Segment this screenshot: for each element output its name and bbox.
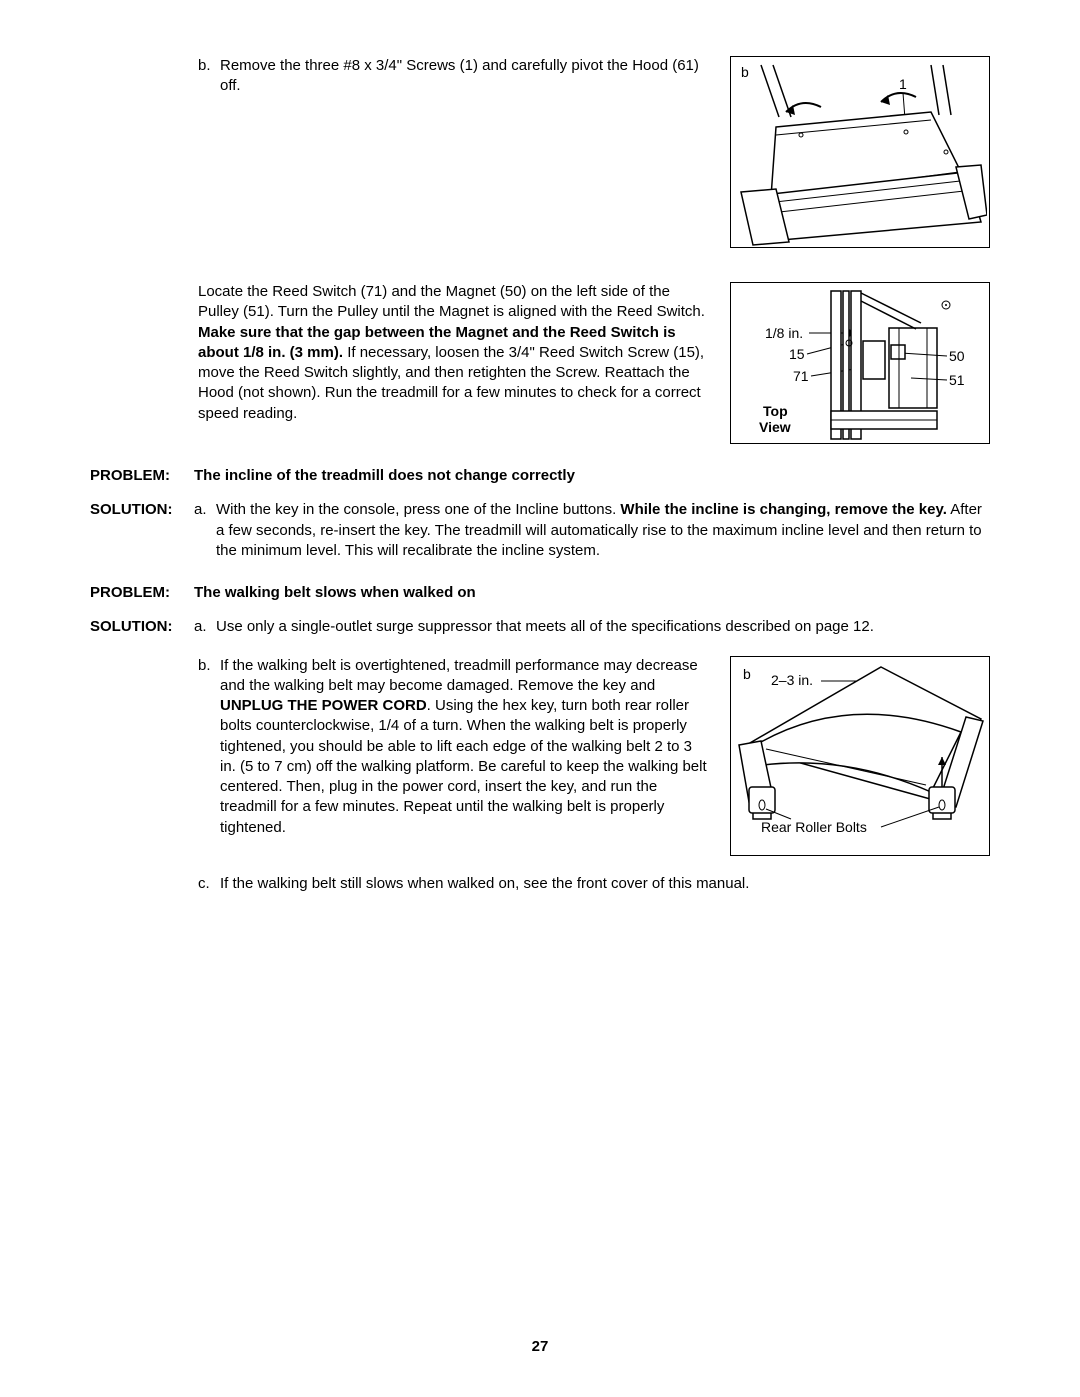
fig2-n71: 71 <box>793 368 809 384</box>
solution2-c-wrap: c. If the walking belt still slows when … <box>90 874 990 894</box>
fig2-gap: 1/8 in. <box>765 325 803 341</box>
sol2-b-before: If the walking belt is overtightened, tr… <box>220 657 698 694</box>
solution2-a-text: Use only a single-outlet surge suppresso… <box>216 617 990 637</box>
sol2-b-bold: UNPLUG THE POWER CORD <box>220 697 427 714</box>
reed-switch-paragraph: Locate the Reed Switch (71) and the Magn… <box>198 282 710 424</box>
figure-belt: b 2–3 in. Rear Roller Bolts <box>730 656 990 856</box>
step-b1: b. Remove the three #8 x 3/4" Screws (1)… <box>198 56 710 97</box>
problem1-text-bold: The incline of the treadmill does not ch… <box>194 467 575 484</box>
solution2-a-label: a. <box>194 617 216 637</box>
problem-belt: PROBLEM: The walking belt slows when wal… <box>90 583 990 603</box>
section-hood-removal: b. Remove the three #8 x 3/4" Screws (1)… <box>90 56 990 248</box>
fig1-n1: 1 <box>899 76 907 92</box>
reed-before: Locate the Reed Switch (71) and the Magn… <box>198 283 705 320</box>
solution2-c-text: If the walking belt still slows when wal… <box>220 874 990 894</box>
solution1-a-text: With the key in the console, press one o… <box>216 500 990 561</box>
fig2-top: Top <box>763 403 788 419</box>
solution2-label: SOLUTION: <box>90 617 194 637</box>
solution2-c: c. If the walking belt still slows when … <box>198 874 990 894</box>
step-b1-text: Remove the three #8 x 3/4" Screws (1) an… <box>220 56 710 97</box>
sol2-b-after: . Using the hex key, turn both rear roll… <box>220 697 707 836</box>
fig2-n50: 50 <box>949 348 965 364</box>
solution1-label: SOLUTION: <box>90 500 194 561</box>
problem1-text: The incline of the treadmill does not ch… <box>194 466 575 486</box>
fig2-view: View <box>759 419 791 435</box>
fig2-n51: 51 <box>949 372 965 388</box>
page-number: 27 <box>0 1337 1080 1357</box>
solution1-a: a. With the key in the console, press on… <box>194 500 990 561</box>
figure-hood: b 1 61 <box>730 56 990 248</box>
figure-reed-box: 1/8 in. 15 71 50 51 Top View <box>730 282 990 444</box>
solution2-b-textcol: b. If the walking belt is overtightened,… <box>90 656 730 838</box>
problem1-label: PROBLEM: <box>90 466 194 486</box>
fig1-b-label: b <box>741 64 749 80</box>
fig2-n15: 15 <box>789 346 805 362</box>
problem2-label: PROBLEM: <box>90 583 194 603</box>
solution2-b-label: b. <box>198 656 220 838</box>
solution1: SOLUTION: a. With the key in the console… <box>90 500 990 561</box>
sol1-a-bold: While the incline is changing, remove th… <box>620 501 946 518</box>
figure-reed: 1/8 in. 15 71 50 51 Top View <box>730 282 990 444</box>
solution2-b: b. If the walking belt is overtightened,… <box>198 656 710 838</box>
figure-belt-box: b 2–3 in. Rear Roller Bolts <box>730 656 990 856</box>
section-reed-switch: Locate the Reed Switch (71) and the Magn… <box>90 282 990 444</box>
fig3-rrb: Rear Roller Bolts <box>761 819 867 835</box>
fig3-dim: 2–3 in. <box>771 672 813 688</box>
step-b1-label: b. <box>198 56 220 97</box>
solution2-a: a. Use only a single-outlet surge suppre… <box>194 617 990 637</box>
problem2-text-bold: The walking belt slows when walked on <box>194 584 476 601</box>
sol1-a-before: With the key in the console, press one o… <box>216 501 620 518</box>
figure-hood-box: b 1 61 <box>730 56 990 248</box>
problem2-text: The walking belt slows when walked on <box>194 583 476 603</box>
fig3-b: b <box>743 666 751 682</box>
solution2-b-text: If the walking belt is overtightened, tr… <box>220 656 710 838</box>
solution2: SOLUTION: a. Use only a single-outlet su… <box>90 617 990 637</box>
solution2-b-row: b. If the walking belt is overtightened,… <box>90 656 990 856</box>
step-b1-text-col: b. Remove the three #8 x 3/4" Screws (1)… <box>90 56 730 97</box>
solution2-c-label: c. <box>198 874 220 894</box>
problem-incline: PROBLEM: The incline of the treadmill do… <box>90 466 990 486</box>
reed-switch-text-col: Locate the Reed Switch (71) and the Magn… <box>90 282 730 424</box>
solution1-a-label: a. <box>194 500 216 561</box>
